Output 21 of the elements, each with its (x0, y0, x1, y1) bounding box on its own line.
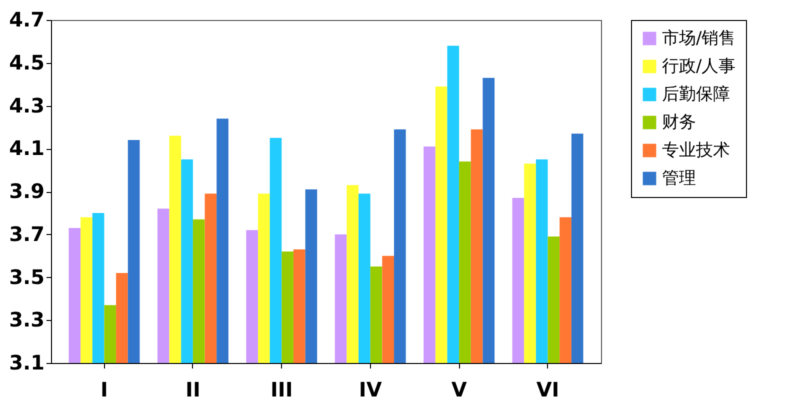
x-tick-label: V (451, 378, 468, 402)
legend-label: 财务 (662, 112, 696, 132)
y-tick-label: 4.3 (9, 93, 44, 118)
y-tick-label: 3.1 (9, 350, 44, 374)
legend-label: 专业技术 (662, 140, 730, 160)
legend-label: 市场/销售 (662, 28, 736, 48)
y-tick-label: 3.7 (9, 222, 44, 246)
x-tick-label: I (100, 378, 108, 402)
x-tick-label: III (270, 378, 293, 402)
legend-label: 行政/人事 (662, 56, 736, 76)
legend-label: 后勤保障 (662, 84, 730, 104)
y-tick-label: 4.5 (9, 50, 44, 74)
legend-label: 管理 (662, 168, 696, 188)
y-tick-label: 3.3 (9, 308, 44, 332)
y-tick-label: 4.7 (9, 8, 44, 32)
y-tick-label: 3.9 (9, 179, 44, 203)
x-tick-label: VI (536, 378, 560, 402)
y-tick-label: 3.5 (9, 264, 44, 289)
x-tick-label: II (185, 378, 200, 402)
x-tick-label: IV (358, 378, 382, 402)
y-tick-label: 4.1 (9, 136, 44, 160)
